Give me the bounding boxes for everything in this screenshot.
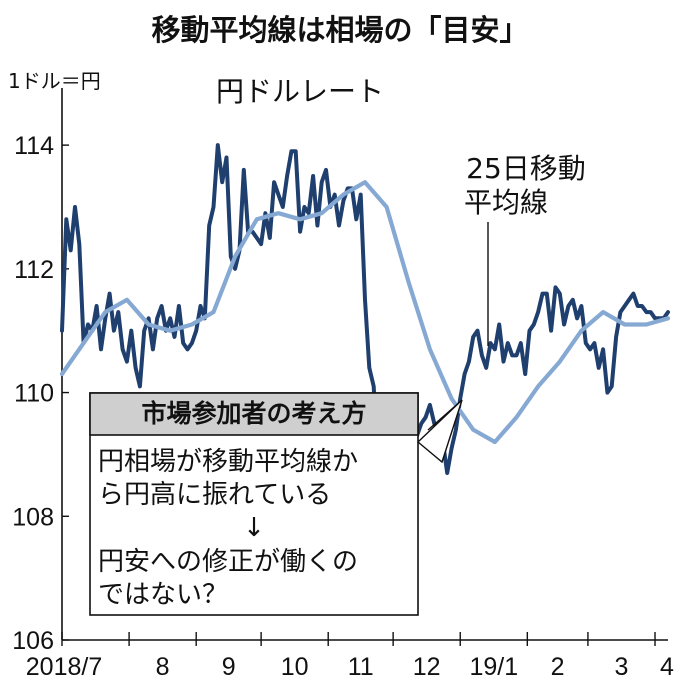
series-label-ma25-line2: 平均線 [464,186,548,219]
callout-pointer [416,399,463,464]
series-line-ma25 [59,180,671,445]
x-tick-label: 10 [281,653,309,681]
series-label-rate: 円ドルレート [216,75,384,108]
x-tick-label: 2018/7 [26,653,102,681]
callout-line3: 円安への修正が働くの [98,547,358,577]
y-tick-label: 110 [14,380,54,408]
x-tick-label: 9 [222,653,236,681]
series-label-ma25-line1: 25日移動 [466,152,586,185]
y-tick-label: 112 [14,256,54,284]
x-tick-label: 3 [615,653,629,681]
y-tick-label: 114 [14,132,54,160]
callout-line1: 円相場が移動平均線か [98,447,358,477]
callout-pointer-line [427,399,463,431]
y-tick-label: 108 [12,503,54,531]
x-tick-label: 8 [156,653,170,681]
series-line-rate [60,143,670,513]
y-tick-label: 106 [12,627,54,655]
x-tick-label: 11 [348,653,374,681]
x-tick-label: 4 [660,653,674,681]
callout-arrow: ↓ [243,513,265,543]
x-tick-label: 12 [413,653,441,681]
x-tick-label: 19/1 [469,653,518,681]
chart-title: 移動平均線は相場の「目安」 [151,13,528,47]
callout-header [89,392,419,436]
callout-line4: ではない？ [98,580,228,610]
y-axis-unit: 1ドル＝円 [8,69,101,93]
x-tick-label: 2 [551,653,565,681]
callout-line2: ら円高に振れている [98,480,331,510]
callout-title: 市場参加者の考え方 [141,399,366,428]
